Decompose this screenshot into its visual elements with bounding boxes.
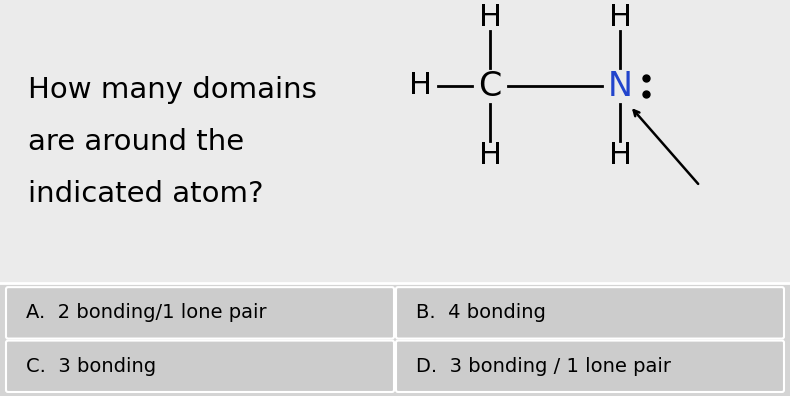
FancyBboxPatch shape bbox=[6, 341, 394, 392]
FancyBboxPatch shape bbox=[6, 287, 394, 339]
Text: H: H bbox=[608, 141, 631, 169]
FancyBboxPatch shape bbox=[396, 287, 784, 339]
Text: N: N bbox=[608, 70, 633, 103]
Text: are around the: are around the bbox=[28, 128, 244, 156]
Text: A.  2 bonding/1 lone pair: A. 2 bonding/1 lone pair bbox=[26, 303, 267, 322]
Text: C.  3 bonding: C. 3 bonding bbox=[26, 357, 156, 376]
Text: indicated atom?: indicated atom? bbox=[28, 179, 264, 208]
Text: D.  3 bonding / 1 lone pair: D. 3 bonding / 1 lone pair bbox=[416, 357, 671, 376]
Text: C: C bbox=[479, 70, 502, 103]
FancyBboxPatch shape bbox=[396, 341, 784, 392]
Bar bbox=[0, 283, 790, 396]
Text: H: H bbox=[479, 141, 502, 169]
Text: H: H bbox=[479, 2, 502, 32]
Text: H: H bbox=[408, 72, 431, 101]
Text: B.  4 bonding: B. 4 bonding bbox=[416, 303, 546, 322]
Text: How many domains: How many domains bbox=[28, 76, 317, 104]
Bar bbox=[0, 0, 790, 283]
Text: H: H bbox=[608, 2, 631, 32]
